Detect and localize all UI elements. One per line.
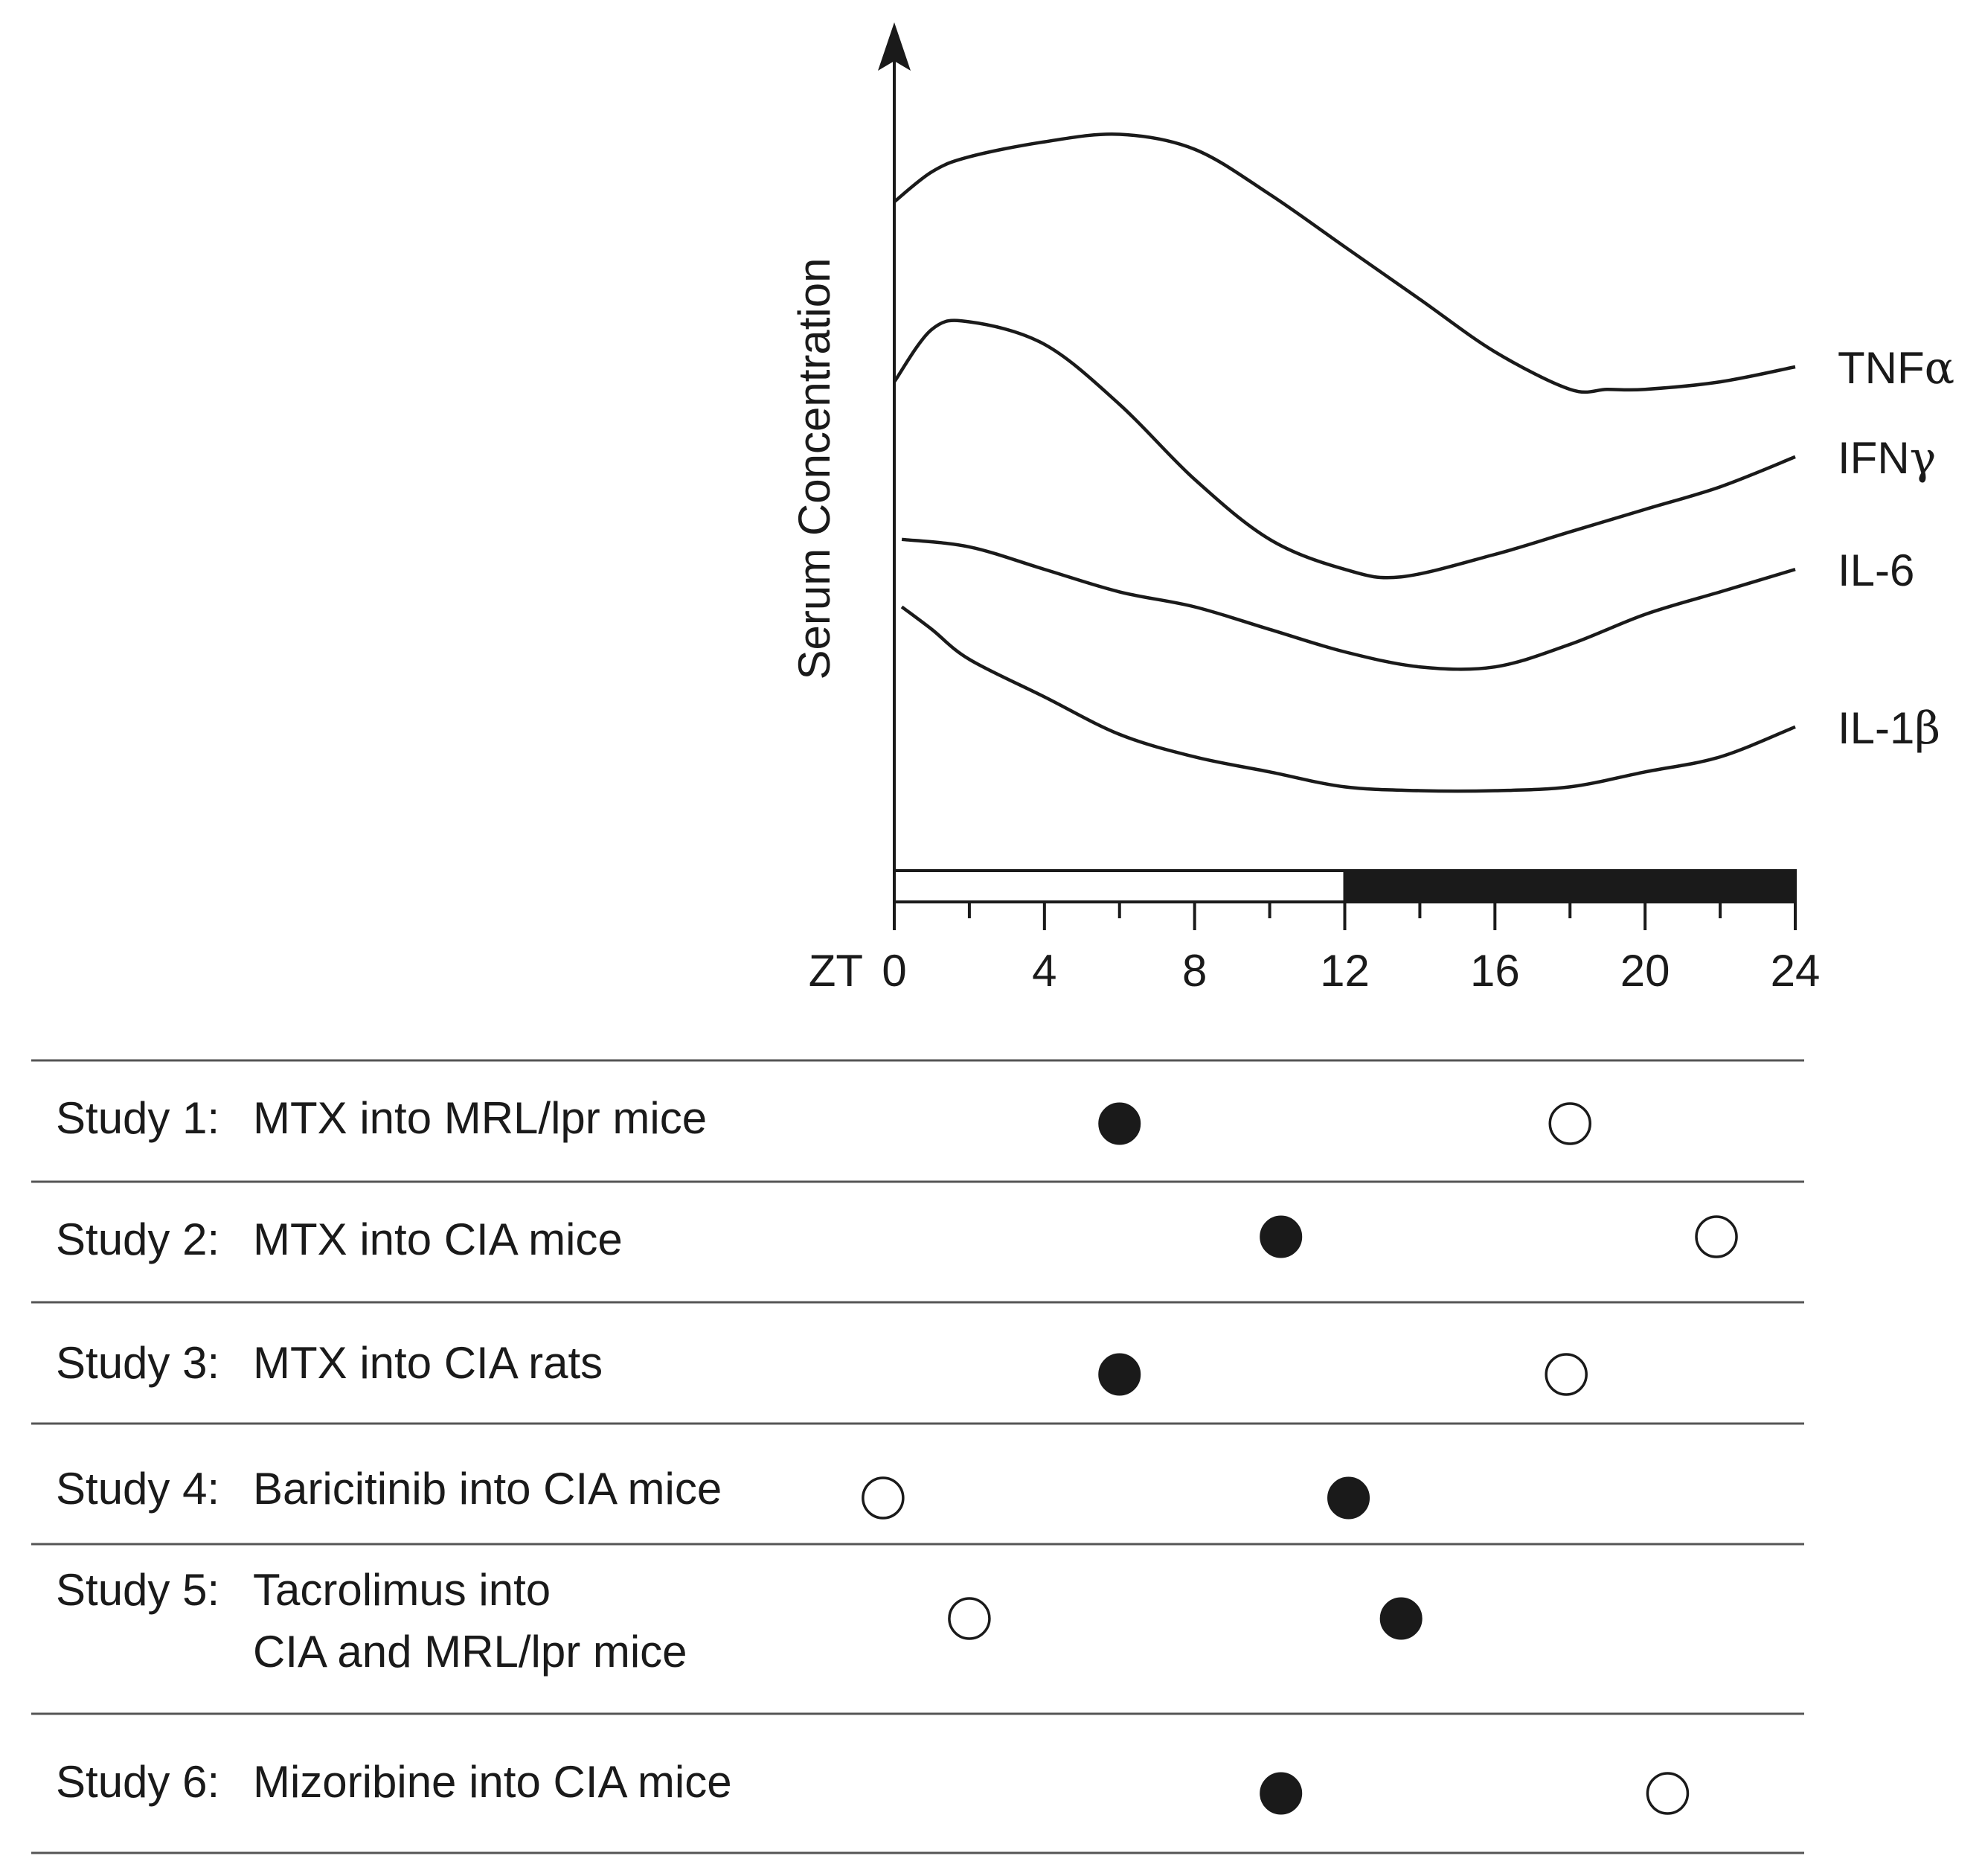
study-row: Study 2: MTX into CIA mice (56, 1214, 1738, 1264)
open-circle-marker (1695, 1215, 1738, 1258)
series-label-il-1: IL-1β (1838, 702, 1940, 755)
study-number: Study 6: (56, 1757, 219, 1807)
filled-circle-marker (1098, 1102, 1141, 1145)
series-label-greek: α (1925, 342, 1955, 394)
study-row: Study 5: Tacrolimus into CIA and MRL/lpr m… (56, 1565, 1423, 1677)
x-tick-label: 20 (1620, 946, 1670, 996)
study-table: Study 1: MTX into MRL/lpr mice Study 2: MTX… (31, 1059, 1804, 1854)
open-circle-marker (1545, 1353, 1588, 1396)
series-label-tnf: TNFα (1838, 342, 1954, 394)
study-description: MTX into CIA rats (253, 1338, 603, 1388)
x-tick-label: 4 (1032, 946, 1056, 996)
series-label-greek: β (1914, 702, 1940, 755)
open-circle-marker (1548, 1102, 1591, 1145)
x-tick-label: 16 (1470, 946, 1520, 996)
filled-circle-marker (1260, 1772, 1303, 1815)
series-label-text: TNF (1838, 343, 1925, 393)
series-label-il-6: IL-6 (1838, 545, 1914, 595)
study-number: Study 1: (56, 1093, 219, 1143)
x-tick-label: 12 (1320, 946, 1370, 996)
series-label-greek: γ (1910, 432, 1937, 484)
study-row: Study 6: Mizoribine into CIA mice (56, 1757, 1690, 1815)
dark-phase-bar (1343, 869, 1797, 903)
open-circle-marker (862, 1476, 905, 1520)
x-tick-label: 8 (1182, 946, 1207, 996)
x-tick-label: 24 (1771, 946, 1821, 996)
plot-area: Serum Concentration 0 4 8 12 16 20 24 ZT TNFα IFNγ… (789, 22, 1954, 996)
study-description: Mizoribine into CIA mice (253, 1757, 732, 1807)
study-row: Study 3: MTX into CIA rats (56, 1338, 1588, 1396)
study-description: Tacrolimus into (253, 1565, 551, 1615)
study-description: Baricitinib into CIA mice (253, 1464, 722, 1514)
study-description: CIA and MRL/lpr mice (253, 1627, 687, 1677)
y-axis-label: Serum Concentration (789, 258, 839, 680)
series-label-text: IFN (1838, 433, 1910, 483)
series-line-il-1 (900, 605, 1796, 793)
filled-circle-marker (1260, 1215, 1303, 1258)
x-axis-prefix: ZT (809, 946, 863, 996)
series-line-tnf (893, 132, 1796, 394)
series-label-text: IL-1 (1838, 703, 1914, 753)
filled-circle-marker (1327, 1476, 1370, 1520)
study-number: Study 2: (56, 1214, 219, 1264)
series-label-ifn: IFNγ (1838, 432, 1937, 484)
study-number: Study 4: (56, 1464, 219, 1514)
x-tick-label: 0 (882, 946, 906, 996)
open-circle-marker (1646, 1772, 1690, 1815)
filled-circle-marker (1098, 1353, 1141, 1396)
study-number: Study 3: (56, 1338, 219, 1388)
series-line-ifn (893, 318, 1796, 580)
study-description: MTX into CIA mice (253, 1214, 623, 1264)
study-row: Study 1: MTX into MRL/lpr mice (56, 1093, 1591, 1145)
series-label-text: IL-6 (1838, 545, 1914, 595)
open-circle-marker (948, 1597, 991, 1640)
study-row: Study 4: Baricitinib into CIA mice (56, 1464, 1370, 1520)
series-line-il-6 (901, 537, 1796, 671)
y-axis-arrow (878, 22, 911, 71)
light-phase-bar (893, 869, 1347, 903)
study-description: MTX into MRL/lpr mice (253, 1093, 707, 1143)
filled-circle-marker (1379, 1597, 1423, 1640)
study-number: Study 5: (56, 1565, 219, 1615)
